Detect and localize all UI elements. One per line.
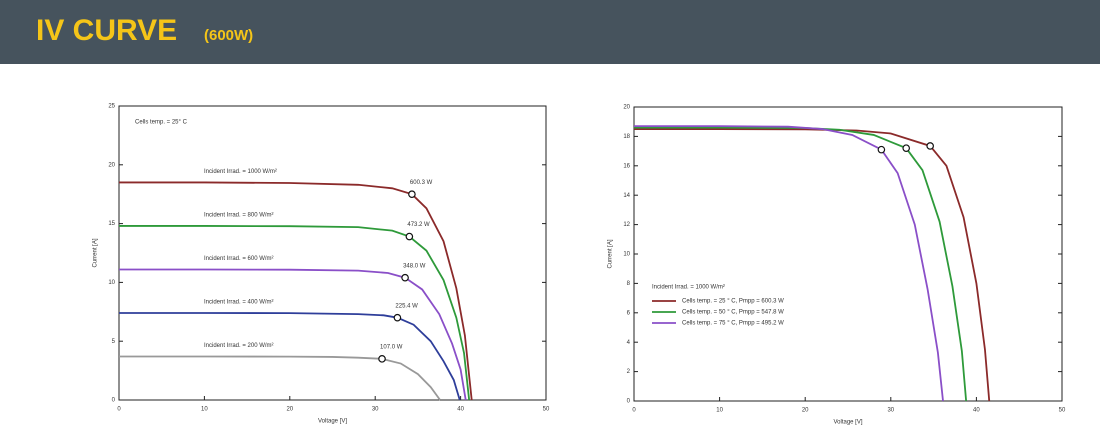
x-axis-label: Voltage [V] [833,420,862,426]
y-tick-label: 10 [108,280,115,286]
mpp-marker [877,145,886,154]
iv-curve [634,128,991,402]
x-tick-label: 0 [117,407,121,413]
page-title: IV CURVE [36,14,177,47]
plot-frame [118,105,547,401]
y-tick-label: 4 [627,340,631,346]
y-tick-label: 0 [627,399,631,405]
y-tick-label: 10 [623,252,630,258]
x-tick-label: 20 [286,407,293,413]
y-tick-label: 12 [623,222,630,228]
x-tick-label: 0 [632,408,636,414]
header-band [0,0,1100,64]
mpp-marker [405,232,414,241]
mpp-label: 473.2 W [407,222,430,228]
y-tick-label: 0 [112,398,116,404]
iv-curve [119,181,473,401]
y-tick-label: 18 [623,134,630,140]
curve-label: Incident Irrad. = 800 W/m² [204,213,274,219]
mpp-label: 107.0 W [380,344,403,350]
curve-label: Incident Irrad. = 600 W/m² [204,256,274,262]
x-tick-label: 30 [372,407,379,413]
curve-label: Incident Irrad. = 1000 W/m² [204,169,277,175]
legend-label: Cells temp. = 75 ° C, Pmpp = 495.2 W [682,321,784,327]
mpp-marker [408,190,416,199]
x-tick-label: 50 [1059,408,1066,414]
y-tick-label: 14 [623,193,630,199]
mpp-marker [902,144,911,152]
x-tick-label: 40 [457,407,464,413]
legend-label: Cells temp. = 50 ° C, Pmpp = 547.8 W [682,310,784,316]
x-tick-label: 10 [716,408,723,414]
mpp-marker [926,142,934,150]
y-tick-label: 25 [108,104,115,110]
curve-label: Incident Irrad. = 400 W/m² [204,300,274,306]
x-tick-label: 20 [802,408,809,414]
y-axis-label: Current [A] [93,238,99,267]
legend-label: Cells temp. = 25 ° C, Pmpp = 600.3 W [682,299,784,305]
annotation: Cells temp. = 25° C [135,120,188,126]
iv-curve [119,268,467,401]
mpp-label: 225.4 W [395,303,418,309]
y-tick-label: 15 [108,221,115,227]
annotation: Incident Irrad. = 1000 W/m² [652,285,725,291]
y-tick-label: 5 [112,339,116,345]
curve-label: Incident Irrad. = 200 W/m² [204,343,274,349]
y-tick-label: 2 [627,369,631,375]
iv-curve [634,125,944,402]
y-tick-label: 8 [627,281,631,287]
mpp-label: 348.0 W [403,263,426,269]
mpp-marker [401,273,409,282]
x-tick-label: 10 [201,407,208,413]
iv-curve [634,126,968,402]
mpp-marker [393,313,402,322]
y-tick-label: 16 [623,163,630,169]
page-subtitle: (600W) [204,27,253,44]
iv-curve [119,355,441,401]
mpp-label: 600.3 W [410,180,433,186]
x-tick-label: 30 [887,408,894,414]
y-axis-label: Current [A] [608,239,614,268]
x-tick-label: 40 [973,408,980,414]
x-tick-label: 50 [543,407,550,413]
plot-frame [633,106,1063,402]
mpp-marker [378,355,386,363]
x-axis-label: Voltage [V] [318,419,347,425]
y-tick-label: 6 [627,310,631,316]
y-tick-label: 20 [623,105,630,111]
y-tick-label: 20 [108,162,115,168]
